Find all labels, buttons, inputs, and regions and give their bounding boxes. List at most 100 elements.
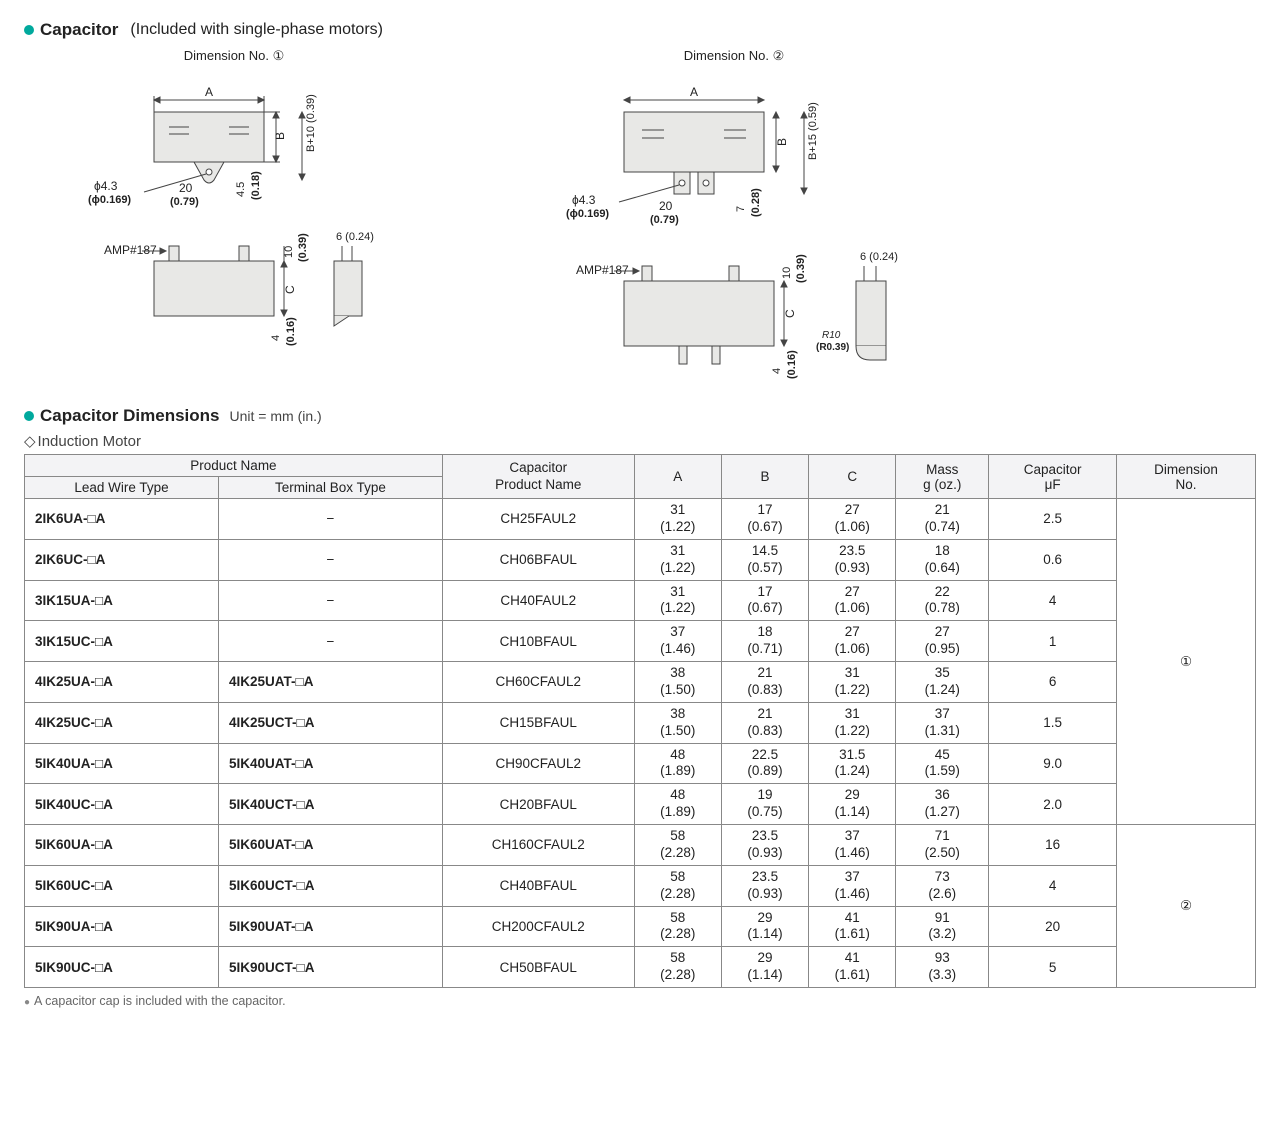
- cell-B: 29(1.14): [721, 906, 808, 947]
- footnote: A capacitor cap is included with the cap…: [24, 994, 1256, 1008]
- svg-text:(0.79): (0.79): [170, 196, 199, 208]
- cell-B: 21(0.83): [721, 702, 808, 743]
- diagram-1-top: A B B+10 (0.39) ϕ4.3 (ϕ0.169) 20 (0.79) …: [84, 82, 344, 212]
- cell-lead: 5IK90UA-□A: [25, 906, 219, 947]
- cell-term: −: [219, 539, 443, 580]
- cell-uf: 9.0: [989, 743, 1117, 784]
- cell-cap: CH10BFAUL: [442, 621, 634, 662]
- table-header: Product Name Capacitor Product Name A B …: [25, 455, 1256, 499]
- cell-mass: 93(3.3): [896, 947, 989, 988]
- heading-capacitor-text: Capacitor: [40, 20, 118, 40]
- cell-cap: CH40BFAUL: [442, 865, 634, 906]
- svg-text:ϕ4.3: ϕ4.3: [572, 193, 596, 207]
- table-row: 5IK90UC-□A5IK90UCT-□ACH50BFAUL58(2.28)29…: [25, 947, 1256, 988]
- cell-cap: CH20BFAUL: [442, 784, 634, 825]
- svg-text:(ϕ0.169): (ϕ0.169): [88, 194, 131, 206]
- cell-term: 5IK40UAT-□A: [219, 743, 443, 784]
- heading-induction: Induction Motor: [24, 432, 1256, 450]
- svg-text:AMP#187: AMP#187: [576, 263, 629, 277]
- diagram-col-1: Dimension No. ① A B: [84, 48, 384, 386]
- cell-uf: 4: [989, 865, 1117, 906]
- table-row: 4IK25UA-□A4IK25UAT-□ACH60CFAUL238(1.50)2…: [25, 662, 1256, 703]
- cell-mass: 36(1.27): [896, 784, 989, 825]
- table-body: 2IK6UA-□A−CH25FAUL231(1.22)17(0.67)27(1.…: [25, 499, 1256, 988]
- svg-text:6 (0.24): 6 (0.24): [860, 251, 898, 263]
- svg-text:10: 10: [283, 246, 295, 258]
- cell-B: 17(0.67): [721, 580, 808, 621]
- cell-term: 5IK40UCT-□A: [219, 784, 443, 825]
- cell-cap: CH40FAUL2: [442, 580, 634, 621]
- col-lead-wire: Lead Wire Type: [25, 477, 219, 499]
- diagram-2-top: A B B+15 (0.59) ϕ4.3 (ϕ0.169) 20 (0.79) …: [564, 82, 844, 232]
- cell-cap: CH25FAUL2: [442, 499, 634, 540]
- cell-uf: 2.5: [989, 499, 1117, 540]
- cell-mass: 73(2.6): [896, 865, 989, 906]
- table-row: 4IK25UC-□A4IK25UCT-□ACH15BFAUL38(1.50)21…: [25, 702, 1256, 743]
- col-mass: Mass g (oz.): [896, 455, 989, 499]
- cell-C: 37(1.46): [809, 865, 896, 906]
- cell-A: 48(1.89): [634, 784, 721, 825]
- cell-A: 58(2.28): [634, 947, 721, 988]
- cell-lead: 4IK25UA-□A: [25, 662, 219, 703]
- cell-mass: 45(1.59): [896, 743, 989, 784]
- col-dim-no: Dimension No.: [1117, 455, 1256, 499]
- cell-lead: 5IK60UA-□A: [25, 825, 219, 866]
- cell-cap: CH15BFAUL: [442, 702, 634, 743]
- cell-A: 58(2.28): [634, 906, 721, 947]
- cell-C: 29(1.14): [809, 784, 896, 825]
- cell-lead: 2IK6UA-□A: [25, 499, 219, 540]
- cell-A: 38(1.50): [634, 662, 721, 703]
- cell-lead: 5IK90UC-□A: [25, 947, 219, 988]
- cell-term: 5IK60UCT-□A: [219, 865, 443, 906]
- svg-text:(0.16): (0.16): [285, 317, 297, 346]
- cell-C: 23.5(0.93): [809, 539, 896, 580]
- svg-text:(0.28): (0.28): [750, 188, 762, 217]
- svg-text:B: B: [273, 132, 287, 140]
- cell-cap: CH160CFAUL2: [442, 825, 634, 866]
- table-row: 5IK60UC-□A5IK60UCT-□ACH40BFAUL58(2.28)23…: [25, 865, 1256, 906]
- svg-text:C: C: [783, 309, 797, 318]
- diagram-1-title: Dimension No. ①: [84, 48, 384, 64]
- col-A: A: [634, 455, 721, 499]
- cell-uf: 4: [989, 580, 1117, 621]
- cell-B: 23.5(0.93): [721, 865, 808, 906]
- cell-term: 5IK90UCT-□A: [219, 947, 443, 988]
- svg-text:C: C: [283, 285, 297, 294]
- cell-term: −: [219, 499, 443, 540]
- cell-mass: 22(0.78): [896, 580, 989, 621]
- table-row: 2IK6UC-□A−CH06BFAUL31(1.22)14.5(0.57)23.…: [25, 539, 1256, 580]
- cell-lead: 3IK15UC-□A: [25, 621, 219, 662]
- cell-C: 31(1.22): [809, 702, 896, 743]
- cell-A: 37(1.46): [634, 621, 721, 662]
- col-B: B: [721, 455, 808, 499]
- cell-term: −: [219, 621, 443, 662]
- cell-uf: 1: [989, 621, 1117, 662]
- svg-text:(0.79): (0.79): [650, 214, 679, 226]
- cell-A: 58(2.28): [634, 825, 721, 866]
- cell-term: 4IK25UCT-□A: [219, 702, 443, 743]
- cell-lead: 2IK6UC-□A: [25, 539, 219, 580]
- cell-B: 18(0.71): [721, 621, 808, 662]
- cell-lead: 5IK40UC-□A: [25, 784, 219, 825]
- svg-text:20: 20: [179, 181, 193, 195]
- cell-dim-no: ②: [1117, 825, 1256, 988]
- cell-uf: 6: [989, 662, 1117, 703]
- table-row: 3IK15UC-□A−CH10BFAUL37(1.46)18(0.71)27(1…: [25, 621, 1256, 662]
- cell-mass: 35(1.24): [896, 662, 989, 703]
- bullet-icon: [24, 25, 34, 35]
- cell-B: 23.5(0.93): [721, 825, 808, 866]
- cell-uf: 16: [989, 825, 1117, 866]
- svg-text:(ϕ0.169): (ϕ0.169): [566, 208, 609, 220]
- cell-term: 5IK60UAT-□A: [219, 825, 443, 866]
- cell-lead: 3IK15UA-□A: [25, 580, 219, 621]
- table-row: 2IK6UA-□A−CH25FAUL231(1.22)17(0.67)27(1.…: [25, 499, 1256, 540]
- cell-A: 48(1.89): [634, 743, 721, 784]
- cell-B: 19(0.75): [721, 784, 808, 825]
- col-product-name: Product Name: [25, 455, 443, 477]
- cell-term: −: [219, 580, 443, 621]
- cell-C: 27(1.06): [809, 499, 896, 540]
- cell-A: 31(1.22): [634, 499, 721, 540]
- cell-mass: 37(1.31): [896, 702, 989, 743]
- cell-B: 29(1.14): [721, 947, 808, 988]
- col-uf: Capacitor μF: [989, 455, 1117, 499]
